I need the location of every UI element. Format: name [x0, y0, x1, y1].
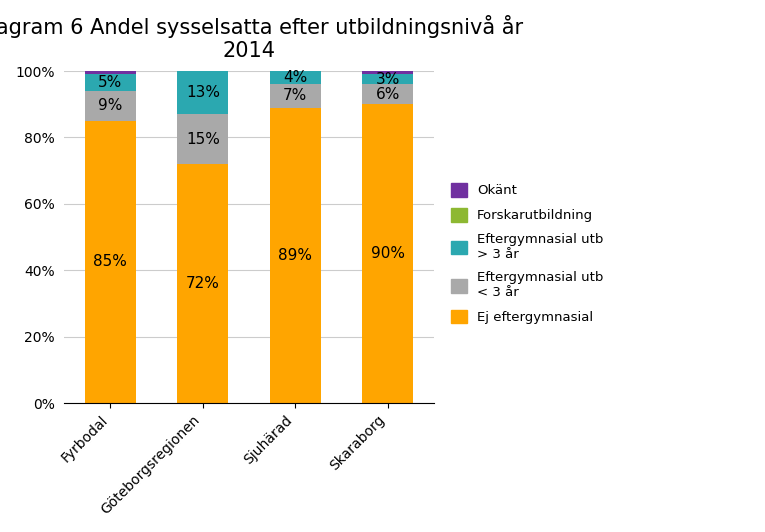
Text: 6%: 6% — [376, 87, 400, 102]
Title: Diagram 6 Andel sysselsatta efter utbildningsnivå år
2014: Diagram 6 Andel sysselsatta efter utbild… — [0, 15, 523, 61]
Text: 3%: 3% — [376, 72, 400, 87]
Bar — [177, 71, 228, 114]
Bar — [362, 104, 413, 403]
Bar — [362, 71, 413, 74]
Bar — [177, 164, 228, 403]
Text: 72%: 72% — [186, 276, 220, 291]
Text: 5%: 5% — [98, 75, 122, 90]
Bar — [270, 85, 321, 107]
Bar — [270, 71, 321, 85]
Legend: Okänt, Forskarutbildning, Eftergymnasial utb
> 3 år, Eftergymnasial utb
< 3 år, : Okänt, Forskarutbildning, Eftergymnasial… — [444, 177, 610, 331]
Bar — [85, 71, 136, 74]
Text: 4%: 4% — [283, 70, 308, 85]
Text: 7%: 7% — [283, 88, 308, 104]
Bar — [177, 114, 228, 164]
Bar — [85, 91, 136, 121]
Bar — [85, 74, 136, 91]
Text: 15%: 15% — [186, 131, 220, 147]
Bar — [362, 85, 413, 104]
Bar — [85, 121, 136, 403]
Bar — [270, 107, 321, 403]
Text: 9%: 9% — [98, 98, 122, 113]
Text: 89%: 89% — [278, 248, 312, 263]
Text: 85%: 85% — [93, 254, 127, 270]
Text: 90%: 90% — [370, 246, 405, 261]
Bar — [362, 74, 413, 85]
Text: 13%: 13% — [186, 85, 220, 100]
